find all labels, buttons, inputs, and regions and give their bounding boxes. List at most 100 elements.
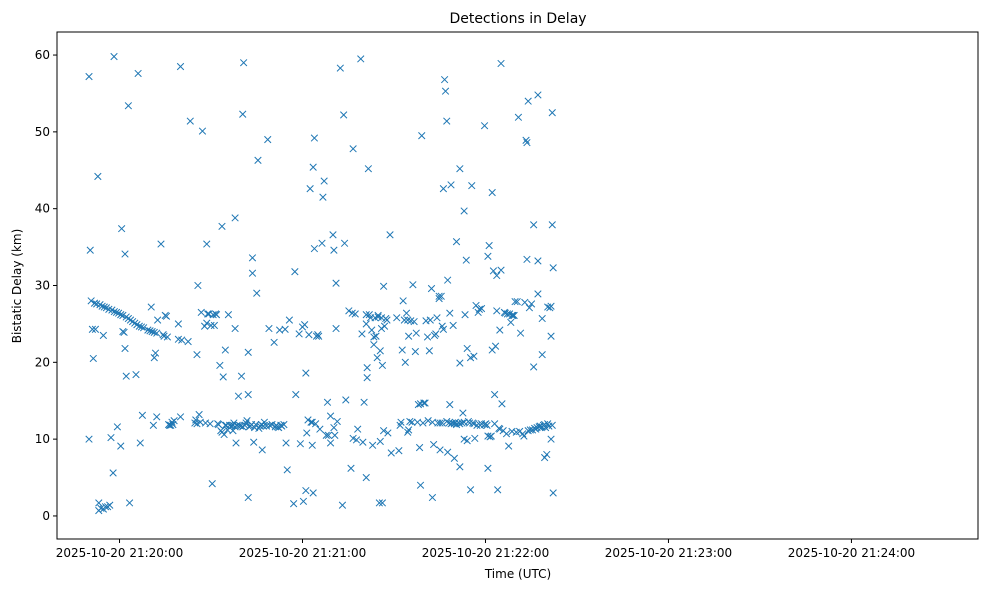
- data-point: [456, 420, 464, 428]
- data-point: [491, 342, 500, 350]
- data-point: [200, 322, 209, 330]
- data-point: [485, 241, 493, 250]
- data-point: [373, 354, 381, 362]
- data-point: [480, 122, 489, 130]
- data-point: [544, 420, 552, 428]
- data-point: [324, 431, 333, 439]
- data-point: [110, 307, 118, 316]
- data-point: [418, 132, 426, 140]
- data-point: [309, 163, 317, 171]
- data-point: [484, 432, 492, 440]
- data-point: [231, 324, 239, 333]
- data-point: [435, 292, 443, 300]
- data-point: [404, 426, 413, 434]
- data-point: [218, 222, 226, 231]
- data-point: [523, 138, 531, 147]
- data-point: [547, 435, 555, 443]
- data-point: [296, 440, 305, 448]
- data-point: [456, 165, 464, 173]
- data-point: [184, 337, 192, 346]
- data-point: [530, 363, 538, 371]
- data-point: [292, 390, 300, 399]
- data-point: [203, 319, 211, 327]
- data-point: [362, 311, 370, 319]
- data-point: [308, 441, 316, 449]
- data-point: [122, 372, 130, 380]
- data-point: [548, 109, 556, 117]
- x-axis-label: Time (UTC): [484, 567, 551, 581]
- data-point: [549, 264, 557, 272]
- data-point: [176, 62, 185, 71]
- data-point: [520, 432, 528, 440]
- data-point: [530, 221, 538, 229]
- data-point: [379, 427, 388, 435]
- data-point: [438, 419, 446, 427]
- data-point: [370, 340, 378, 349]
- y-axis-label: Bistatic Delay (km): [10, 229, 24, 344]
- data-point: [316, 425, 324, 433]
- data-point: [471, 434, 479, 443]
- data-point: [117, 225, 126, 233]
- data-point: [120, 328, 128, 337]
- data-point: [404, 428, 412, 436]
- data-point: [489, 267, 498, 275]
- data-point: [146, 327, 154, 335]
- data-point: [419, 419, 427, 427]
- data-point: [522, 136, 530, 144]
- data-point: [149, 421, 158, 429]
- data-point: [384, 429, 392, 437]
- data-point: [229, 427, 237, 435]
- data-point: [409, 281, 417, 289]
- data-point: [496, 326, 504, 334]
- data-point: [137, 323, 146, 331]
- chart-title: Detections in Delay: [449, 11, 586, 27]
- data-point: [523, 255, 531, 264]
- data-point: [386, 231, 394, 239]
- data-point: [326, 439, 335, 447]
- data-point: [459, 409, 467, 417]
- y-tick-label: 50: [35, 125, 50, 139]
- data-point: [362, 473, 370, 482]
- data-point: [376, 347, 384, 355]
- data-point: [306, 185, 314, 193]
- data-point: [510, 311, 518, 320]
- data-point: [302, 486, 310, 495]
- x-tick-label: 2025-10-20 21:23:00: [605, 546, 732, 560]
- data-point: [408, 418, 416, 426]
- data-point: [248, 254, 257, 262]
- data-point: [456, 463, 464, 471]
- data-point: [124, 102, 133, 110]
- data-point: [332, 324, 340, 333]
- data-point: [113, 423, 122, 431]
- data-point: [549, 489, 557, 497]
- data-point: [511, 297, 519, 306]
- data-point: [379, 282, 388, 290]
- data-point: [121, 344, 129, 353]
- data-point: [304, 416, 312, 424]
- data-point: [484, 464, 492, 472]
- data-point: [109, 469, 117, 477]
- data-point: [208, 480, 216, 488]
- x-axis: 2025-10-20 21:20:00 2025-10-20 21:21:00 20…: [56, 539, 915, 560]
- data-point: [220, 430, 228, 439]
- data-point: [525, 304, 534, 312]
- data-point: [302, 369, 310, 377]
- data-point: [399, 297, 407, 305]
- data-point: [401, 358, 409, 366]
- data-point: [244, 348, 252, 356]
- data-point: [258, 446, 266, 454]
- data-point: [144, 326, 152, 334]
- data-point: [322, 431, 330, 439]
- data-point: [244, 390, 252, 399]
- data-point: [456, 359, 464, 367]
- data-point: [468, 181, 476, 190]
- data-point: [359, 438, 367, 446]
- data-point: [380, 322, 389, 330]
- data-point: [428, 493, 437, 502]
- data-point: [375, 499, 384, 507]
- data-point: [519, 430, 527, 438]
- data-point: [86, 246, 94, 254]
- y-tick-label: 0: [42, 509, 50, 523]
- data-point: [421, 399, 429, 407]
- data-point: [101, 503, 110, 511]
